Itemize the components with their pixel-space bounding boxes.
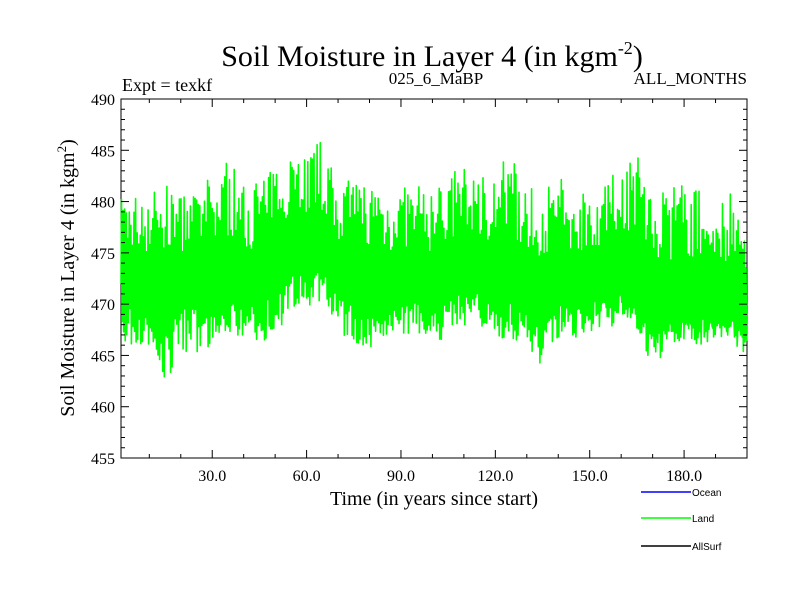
legend-label-ocean: Ocean	[692, 488, 721, 499]
legend-label-allsurf: AllSurf	[692, 542, 722, 553]
chart-title: Soil Moisture in Layer 4 (in kgm-2)	[221, 38, 643, 73]
y-tick-label: 475	[91, 246, 115, 263]
x-tick-label: 30.0	[198, 468, 226, 485]
y-tick-label: 480	[91, 195, 115, 212]
legend: Ocean Land AllSurf	[641, 488, 722, 553]
x-tick-label: 60.0	[293, 468, 321, 485]
subtitle-period: 025_6_MaBP	[389, 69, 483, 88]
x-tick-label: 150.0	[572, 468, 608, 485]
series-land	[120, 141, 748, 378]
y-tick-label: 485	[91, 143, 115, 160]
subtitle-months: ALL_MONTHS	[634, 69, 747, 88]
legend-label-land: Land	[692, 514, 714, 525]
y-tick-label: 460	[91, 400, 115, 417]
y-tick-label: 455	[91, 451, 115, 468]
y-tick-label: 470	[91, 297, 115, 314]
y-axis: 455 460 465 470 475 480 485 490	[91, 92, 747, 468]
y-tick-label: 465	[91, 348, 115, 365]
x-tick-label: 180.0	[666, 468, 702, 485]
land-line	[120, 141, 748, 378]
x-tick-label: 120.0	[477, 468, 513, 485]
y-tick-label: 490	[91, 92, 115, 109]
x-tick-label: 90.0	[387, 468, 415, 485]
y-axis-label: Soil Moisture in Layer 4 (in kgm2)	[54, 139, 79, 417]
x-axis: 30.0 60.0 90.0 120.0 150.0 180.0	[148, 99, 717, 485]
subtitle-experiment: Expt = texkf	[122, 75, 212, 95]
x-axis-label: Time (in years since start)	[330, 488, 538, 510]
